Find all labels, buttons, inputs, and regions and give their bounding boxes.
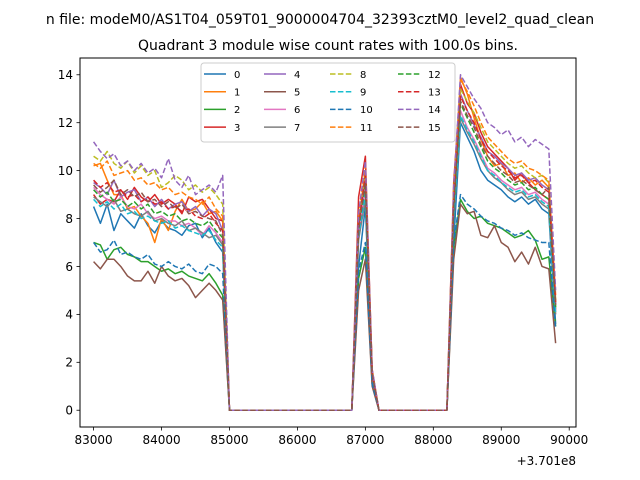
legend-label-6: 6 xyxy=(294,105,300,116)
legend-label-12: 12 xyxy=(428,70,441,81)
legend-label-1: 1 xyxy=(234,88,240,99)
y-tick-label: 10 xyxy=(58,164,73,178)
x-axis-offset-label: +3.701e8 xyxy=(517,454,576,468)
x-axis: 83000 84000 85000 86000 87000 88000 89000 90000 xyxy=(74,427,588,447)
y-tick-label: 0 xyxy=(65,404,73,418)
y-axis: 0 2 4 6 8 10 12 14 xyxy=(58,68,80,418)
axes-frame xyxy=(79,57,577,428)
series-line-5 xyxy=(93,203,557,411)
series-line-6 xyxy=(93,109,557,411)
series-line-15 xyxy=(93,100,557,411)
legend-label-0: 0 xyxy=(234,70,240,81)
legend-label-2: 2 xyxy=(234,105,240,116)
series-line-11 xyxy=(93,78,557,411)
legend-label-5: 5 xyxy=(294,88,300,99)
y-tick-label: 6 xyxy=(65,260,73,274)
x-tick-label: 83000 xyxy=(74,433,112,447)
legend-label-7: 7 xyxy=(294,123,300,134)
legend-label-15: 15 xyxy=(428,123,441,134)
legend-box xyxy=(200,62,456,143)
x-tick-label: 87000 xyxy=(346,433,384,447)
series-line-14 xyxy=(92,74,557,411)
y-tick-label: 12 xyxy=(58,116,73,130)
y-tick-label: 14 xyxy=(58,68,73,82)
x-tick-label: 86000 xyxy=(278,433,316,447)
chart-title: Quadrant 3 module wise count rates with … xyxy=(138,38,518,54)
x-tick-label: 84000 xyxy=(142,433,180,447)
legend-label-11: 11 xyxy=(360,123,373,134)
y-tick-label: 4 xyxy=(65,308,73,322)
x-tick-label: 85000 xyxy=(210,433,248,447)
legend-label-10: 10 xyxy=(360,105,373,116)
legend-label-14: 14 xyxy=(428,105,441,116)
series-lines xyxy=(92,74,557,411)
legend-label-9: 9 xyxy=(360,88,366,99)
y-tick-label: 8 xyxy=(65,212,73,226)
legend-label-4: 4 xyxy=(294,70,300,81)
x-tick-label: 90000 xyxy=(550,433,588,447)
legend-label-3: 3 xyxy=(234,123,240,134)
x-tick-label: 89000 xyxy=(482,433,520,447)
y-tick-label: 2 xyxy=(65,356,73,370)
legend-label-8: 8 xyxy=(360,70,366,81)
figure-suptitle: n file: modeM0/AS1T04_059T01_9000004704_… xyxy=(46,12,594,28)
legend-label-13: 13 xyxy=(428,88,441,99)
series-line-7 xyxy=(93,117,557,411)
x-tick-label: 88000 xyxy=(414,433,452,447)
series-line-10 xyxy=(92,193,557,411)
series-line-2 xyxy=(93,198,557,411)
